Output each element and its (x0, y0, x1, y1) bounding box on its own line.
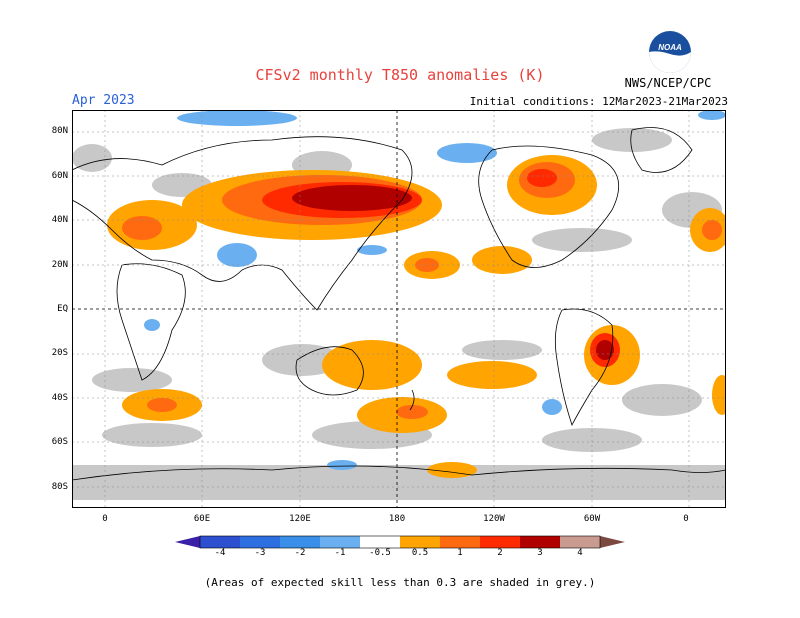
lat-label-60n: 60N (51, 171, 68, 181)
colorbar-label-1: 1 (457, 548, 463, 558)
coastlines (72, 127, 726, 481)
lon-label-120w: 120W (483, 514, 505, 524)
colorbar-label-3: 3 (537, 548, 543, 558)
lat-label-eq: EQ (57, 304, 68, 314)
lat-label-80n: 80N (51, 126, 68, 136)
initial-conditions: Initial conditions: 12Mar2023-21Mar2023 (469, 95, 728, 108)
lat-label-60s: 60S (51, 437, 68, 447)
colorbar-label-m3: -3 (254, 548, 266, 558)
colorbar-label-m05: -0.5 (369, 548, 391, 558)
skill-footnote: (Areas of expected skill less than 0.3 a… (204, 576, 596, 589)
colorbar-label-m2: -2 (294, 548, 306, 558)
lat-label-20s: 20S (51, 348, 68, 358)
colorbar-label-2: 2 (497, 548, 503, 558)
lon-label-60w: 60W (583, 514, 601, 524)
noaa-logo: NOAA (649, 31, 691, 73)
noaa-logo-text: NOAA (658, 43, 682, 52)
colorbar-label-4: 4 (577, 548, 583, 558)
lat-label-40s: 40S (51, 393, 68, 403)
lat-label-80s: 80S (51, 482, 68, 492)
forecast-month: Apr 2023 (72, 93, 135, 108)
lon-label-120e: 120E (289, 514, 311, 524)
gridlines (72, 110, 726, 508)
color-scale-bar (175, 535, 625, 549)
lat-label-20n: 20N (51, 260, 68, 270)
anomaly-map (72, 110, 726, 508)
colorbar-label-05: 0.5 (411, 548, 429, 558)
lon-label-0: 0 (102, 514, 108, 524)
negative-anomalies (144, 110, 726, 470)
agency-label: NWS/NCEP/CPC (624, 76, 712, 90)
map-title: CFSv2 monthly T850 anomalies (K) (255, 66, 545, 84)
lon-label-60e: 60E (193, 514, 211, 524)
lon-label-0-east: 0 (683, 514, 689, 524)
colorbar-label-m4: -4 (214, 548, 226, 558)
lat-label-40n: 40N (51, 215, 68, 225)
lon-label-180: 180 (388, 514, 406, 524)
colorbar-label-m1: -1 (334, 548, 346, 558)
